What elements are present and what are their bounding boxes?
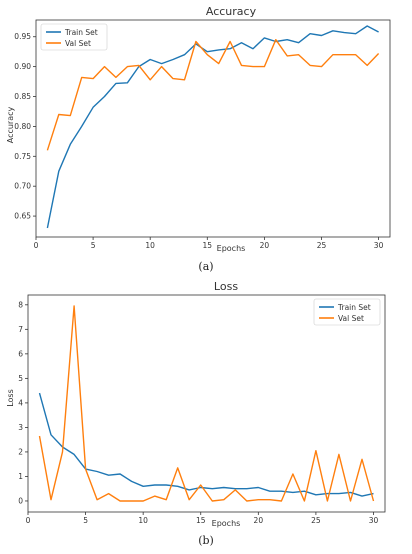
x-tick-label: 10 xyxy=(145,241,155,250)
y-tick-label: 0.80 xyxy=(14,122,31,131)
loss-chart: Loss 0 5 10 15 20 25 30 0 1 2 3 4 5 6 7 8 Train Set Val S… xyxy=(6,280,386,528)
accuracy-chart: Accuracy 0 5 10 15 20 25 30 0.65 0.70 0.75 0.80 0.8… xyxy=(6,5,391,253)
x-tick-label: 15 xyxy=(196,516,206,525)
legend-label: Train Set xyxy=(337,303,371,312)
x-tick-label: 5 xyxy=(91,241,96,250)
y-tick-label: 0.75 xyxy=(14,152,31,161)
x-tick-label: 20 xyxy=(254,516,264,525)
plot-frame xyxy=(35,19,391,238)
y-axis-label: Loss xyxy=(6,389,15,407)
legend-label: Val Set xyxy=(65,39,91,48)
y-tick-label: 0.65 xyxy=(14,212,31,221)
x-tick-label: 0 xyxy=(34,241,39,250)
x-tick-label: 25 xyxy=(311,516,321,525)
plot-area: 0 5 10 15 20 25 30 0 1 2 3 4 5 6 7 8 Train Set Val Set xyxy=(18,294,386,525)
y-tick-label: 0.85 xyxy=(14,92,31,101)
y-tick-label: 0.90 xyxy=(14,62,31,71)
x-tick-label: 10 xyxy=(138,516,148,525)
y-tick-label: 7 xyxy=(18,325,23,334)
x-tick-label: 15 xyxy=(203,241,213,250)
caption-b: (b) xyxy=(198,534,214,547)
series-line-val-set xyxy=(46,39,380,151)
series-line-val-set xyxy=(38,305,375,502)
y-tick-label: 0 xyxy=(18,496,23,505)
x-axis-label: Epochs xyxy=(212,519,241,528)
y-tick-label: 0.70 xyxy=(14,182,31,191)
x-tick-label: 30 xyxy=(374,241,384,250)
y-tick-label: 5 xyxy=(18,374,23,383)
legend: Train Set Val Set xyxy=(40,23,108,51)
caption-a: (a) xyxy=(198,260,213,273)
y-tick-label: 8 xyxy=(18,300,23,309)
x-tick-label: 20 xyxy=(260,241,270,250)
x-tick-label: 5 xyxy=(83,516,88,525)
legend: Train Set Val Set xyxy=(313,298,381,326)
y-axis-label: Accuracy xyxy=(6,106,15,143)
x-tick-label: 25 xyxy=(317,241,327,250)
y-tick-label: 2 xyxy=(18,447,23,456)
y-tick-label: 0.95 xyxy=(14,32,31,41)
y-tick-label: 4 xyxy=(18,398,23,407)
x-tick-label: 0 xyxy=(26,516,31,525)
plot-frame xyxy=(27,294,386,513)
legend-label: Val Set xyxy=(338,314,364,323)
series-line-train-set xyxy=(46,25,379,229)
chart-title: Accuracy xyxy=(206,5,257,18)
y-tick-label: 3 xyxy=(18,423,23,432)
y-tick-label: 1 xyxy=(18,472,23,481)
x-axis-label: Epochs xyxy=(217,244,246,253)
series-line-train-set xyxy=(38,392,374,497)
legend-label: Train Set xyxy=(64,28,98,37)
y-tick-label: 6 xyxy=(18,349,23,358)
chart-title: Loss xyxy=(214,280,238,293)
x-tick-label: 30 xyxy=(369,516,379,525)
plot-area: 0 5 10 15 20 25 30 0.65 0.70 0.75 0.80 0.85 0.90 0.95… xyxy=(14,19,391,250)
